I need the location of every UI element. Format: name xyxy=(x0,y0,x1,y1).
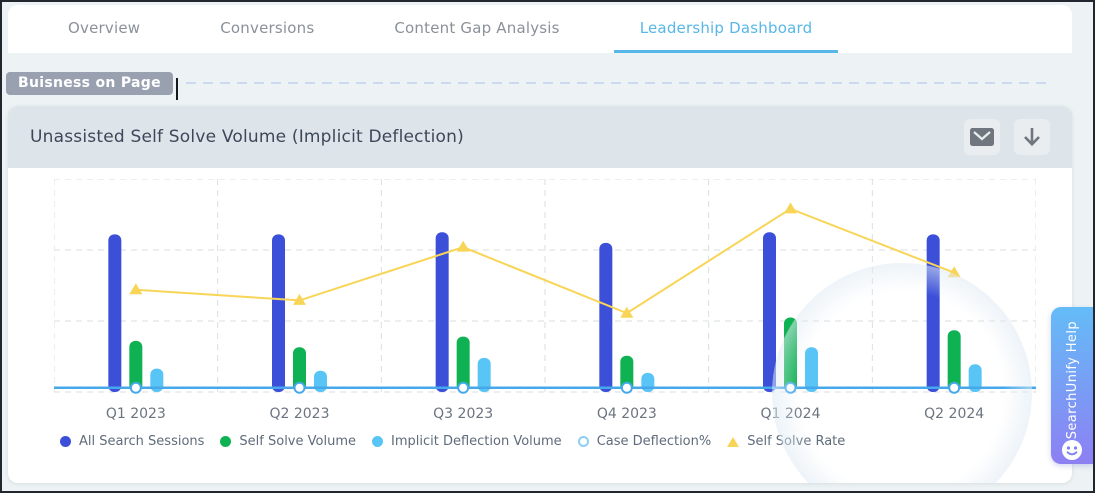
legend-self-solve-rate[interactable]: Self Solve Rate xyxy=(727,434,845,449)
legend-implicit-deflection-volume[interactable]: Implicit Deflection Volume xyxy=(371,434,562,449)
chart-card: Unassisted Self Solve Volume (Implicit D… xyxy=(8,106,1072,483)
tab-conversions[interactable]: Conversions xyxy=(220,18,315,37)
svg-text:Q1 2023: Q1 2023 xyxy=(106,406,166,422)
searchunify-help-button[interactable]: SearchUnify Help xyxy=(1051,307,1093,464)
business-on-page-badge[interactable]: Buisness on Page xyxy=(6,71,173,95)
legend-label: Implicit Deflection Volume xyxy=(390,434,562,449)
help-button-label: SearchUnify Help xyxy=(1064,321,1080,440)
legend-dot-icon xyxy=(60,436,71,447)
legend-label: Self Solve Rate xyxy=(747,434,846,449)
legend-label: Case Deflection% xyxy=(596,434,712,449)
legend-label: Self Solve Volume xyxy=(239,434,356,449)
chart-legend: All Search Sessions Self Solve Volume Im… xyxy=(60,434,845,449)
legend-self-solve-volume[interactable]: Self Solve Volume xyxy=(220,434,356,449)
chart-title: Unassisted Self Solve Volume (Implicit D… xyxy=(30,127,464,147)
svg-text:Q2 2023: Q2 2023 xyxy=(269,406,329,422)
tab-leadership-dashboard[interactable]: Leadership Dashboard xyxy=(613,5,839,53)
legend-label: All Search Sessions xyxy=(79,434,205,449)
chart-card-header: Unassisted Self Solve Volume (Implicit D… xyxy=(8,106,1072,168)
legend-dot-icon xyxy=(371,436,383,447)
quarterly-chart: Q1 2023 Q2 2023 Q3 2023 Q4 2023 Q1 2024 Q2 20… xyxy=(54,179,1036,422)
email-icon xyxy=(970,128,994,146)
download-icon xyxy=(1021,126,1043,148)
svg-text:Q1 2024: Q1 2024 xyxy=(760,406,820,422)
svg-text:Q3 2023: Q3 2023 xyxy=(433,406,493,422)
chart-plot-area: Q1 2023 Q2 2023 Q3 2023 Q4 2023 Q1 2024 Q2 20… xyxy=(8,168,1072,483)
tab-content-gap-analysis[interactable]: Content Gap Analysis xyxy=(394,18,560,37)
svg-text:Q2 2024: Q2 2024 xyxy=(924,406,984,422)
email-button[interactable] xyxy=(964,119,1000,155)
legend-triangle-icon xyxy=(727,436,740,447)
badge-row: Buisness on Page xyxy=(6,66,1070,100)
download-button[interactable] xyxy=(1014,119,1050,155)
tab-overview[interactable]: Overview xyxy=(68,18,141,37)
legend-dot-icon xyxy=(220,436,232,447)
text-cursor xyxy=(175,78,178,100)
legend-all-search-sessions[interactable]: All Search Sessions xyxy=(60,434,204,449)
legend-hollow-circle-icon xyxy=(577,436,589,447)
legend-case-deflection[interactable]: Case Deflection% xyxy=(577,434,712,449)
tab-bar: Overview Conversions Content Gap Analysi… xyxy=(8,5,1072,53)
dashed-separator xyxy=(185,82,1046,84)
svg-text:Q4 2023: Q4 2023 xyxy=(597,406,657,422)
chart-actions xyxy=(964,119,1050,155)
smiley-icon xyxy=(1061,439,1083,461)
